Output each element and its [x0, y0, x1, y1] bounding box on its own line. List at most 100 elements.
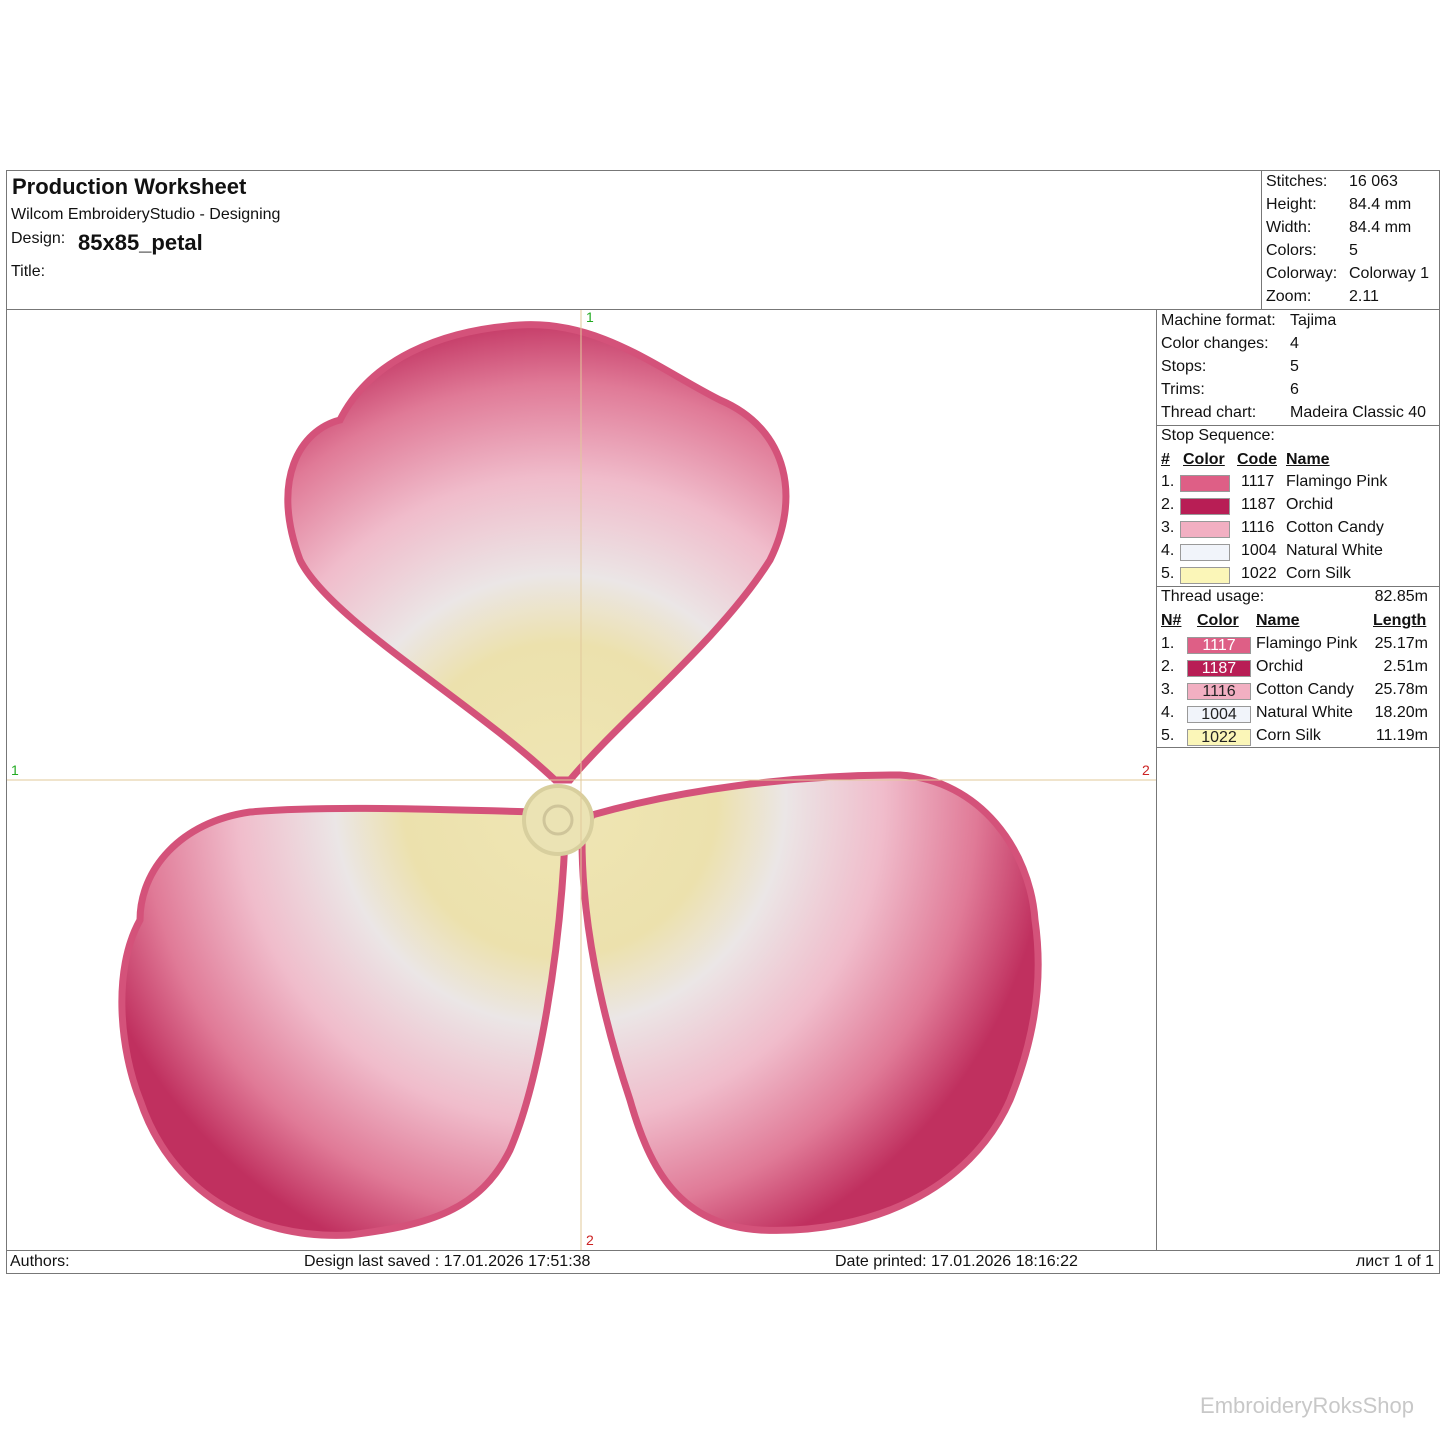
- summary-value: 16 063: [1349, 173, 1398, 190]
- summary-value: Colorway 1: [1349, 265, 1430, 282]
- machine-label: Color changes:: [1161, 335, 1269, 352]
- column-header: Code: [1237, 451, 1277, 468]
- color-swatch: 1004: [1187, 706, 1251, 723]
- machine-value: 5: [1290, 358, 1299, 375]
- guide-label: 2: [1142, 762, 1150, 778]
- machine-value: 4: [1290, 335, 1299, 352]
- row-number: 3.: [1161, 519, 1175, 536]
- column-header: Name: [1286, 451, 1330, 468]
- row-number: 1.: [1161, 473, 1175, 490]
- color-swatch: 1022: [1187, 729, 1251, 746]
- column-header: Color: [1183, 451, 1225, 468]
- divider: [1156, 586, 1440, 587]
- petal: [578, 771, 1042, 1234]
- row-number: 2.: [1161, 658, 1175, 675]
- thread-length: 11.19m: [1375, 727, 1428, 744]
- machine-label: Trims:: [1161, 381, 1205, 398]
- summary-label: Width:: [1266, 219, 1312, 236]
- thread-name: Cotton Candy: [1286, 519, 1384, 536]
- color-swatch: 1116: [1187, 683, 1251, 700]
- row-number: 2.: [1161, 496, 1175, 513]
- column-header: #: [1161, 451, 1170, 468]
- thread-length: 18.20m: [1374, 704, 1428, 721]
- title-label: Title:: [11, 263, 46, 280]
- worksheet-title: Production Worksheet: [12, 174, 247, 199]
- summary-label: Zoom:: [1266, 288, 1312, 305]
- row-number: 5.: [1161, 727, 1175, 744]
- color-swatch: 1117: [1187, 637, 1251, 654]
- summary-value: 84.4 mm: [1349, 219, 1412, 236]
- divider: [1261, 170, 1262, 310]
- thread-name: Cotton Candy: [1256, 681, 1354, 698]
- column-header: Color: [1197, 612, 1239, 629]
- divider: [6, 1250, 1440, 1251]
- color-swatch: [1180, 544, 1230, 561]
- thread-length: 2.51m: [1383, 658, 1428, 675]
- petals: [118, 321, 1042, 1239]
- thread-code: 1187: [1241, 496, 1276, 513]
- machine-label: Machine format:: [1161, 312, 1276, 329]
- guide-label: 2: [586, 1232, 594, 1248]
- divider: [1156, 747, 1440, 748]
- watermark: EmbroideryRoksShop: [1200, 1393, 1414, 1418]
- thread-length: 25.78m: [1374, 681, 1428, 698]
- guide-label: 1: [586, 309, 594, 325]
- summary-value: 2.11: [1349, 288, 1379, 305]
- summary-value: 84.4 mm: [1349, 196, 1412, 213]
- petal: [284, 321, 790, 784]
- thread-code: 1117: [1241, 473, 1275, 490]
- petal-center: [542, 804, 574, 836]
- thread-name: Corn Silk: [1256, 727, 1321, 744]
- thread-name: Orchid: [1286, 496, 1334, 513]
- divider: [1156, 425, 1440, 426]
- thread-code: 1004: [1241, 542, 1277, 559]
- guide-label: 1: [11, 762, 19, 778]
- column-header: Length: [1373, 612, 1427, 629]
- thread-name: Corn Silk: [1286, 565, 1351, 582]
- thread-code: 1116: [1241, 519, 1275, 536]
- authors: Authors:: [10, 1253, 70, 1270]
- summary-label: Colors:: [1266, 242, 1317, 259]
- petal: [118, 804, 569, 1239]
- printed-date: Date printed: 17.01.2026 18:16:22: [835, 1253, 1078, 1270]
- column-header: N#: [1161, 612, 1182, 629]
- machine-value: Madeira Classic 40: [1290, 404, 1427, 421]
- design-label: Design:: [11, 230, 66, 247]
- color-swatch: [1180, 475, 1230, 492]
- thread-code: 1022: [1241, 565, 1277, 582]
- stop-sequence-title: Stop Sequence:: [1161, 427, 1275, 444]
- summary-label: Stitches:: [1266, 173, 1328, 190]
- machine-value: Tajima: [1290, 312, 1337, 329]
- design-name: 85x85_petal: [78, 230, 203, 255]
- thread-name: Natural White: [1286, 542, 1383, 559]
- color-swatch: [1180, 498, 1230, 515]
- petal-center: [522, 784, 594, 856]
- thread-length: 25.17m: [1374, 635, 1428, 652]
- row-number: 1.: [1161, 635, 1175, 652]
- software: Wilcom EmbroideryStudio - Designing: [11, 206, 281, 223]
- column-header: Name: [1256, 612, 1300, 629]
- row-number: 4.: [1161, 704, 1175, 721]
- summary-label: Height:: [1266, 196, 1317, 213]
- thread-usage-title: Thread usage:: [1161, 588, 1265, 605]
- thread-usage-total: 82.85m: [1374, 588, 1428, 605]
- machine-label: Thread chart:: [1161, 404, 1257, 421]
- machine-value: 6: [1290, 381, 1299, 398]
- summary-value: 5: [1349, 242, 1358, 259]
- color-swatch: 1187: [1187, 660, 1251, 677]
- machine-label: Stops:: [1161, 358, 1207, 375]
- saved-date: Design last saved : 17.01.2026 17:51:38: [304, 1253, 591, 1270]
- divider: [1156, 309, 1157, 1251]
- row-number: 3.: [1161, 681, 1175, 698]
- sheet-number: лист 1 of 1: [1355, 1253, 1434, 1270]
- row-number: 5.: [1161, 565, 1175, 582]
- row-number: 4.: [1161, 542, 1175, 559]
- thread-name: Natural White: [1256, 704, 1353, 721]
- color-swatch: [1180, 567, 1230, 584]
- color-swatch: [1180, 521, 1230, 538]
- divider: [6, 309, 1440, 310]
- thread-name: Orchid: [1256, 658, 1304, 675]
- summary-label: Colorway:: [1266, 265, 1338, 282]
